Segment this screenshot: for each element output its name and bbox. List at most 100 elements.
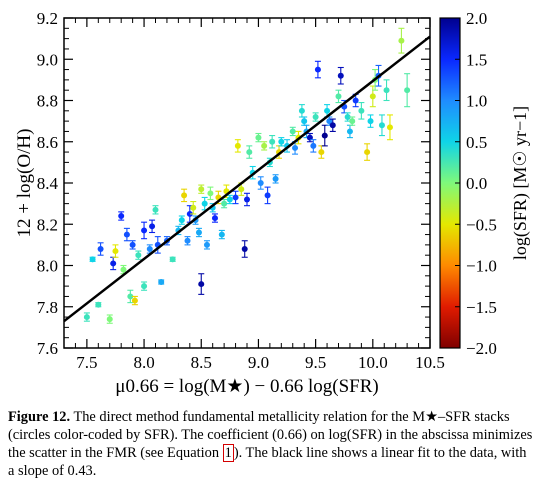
x-tick-label: 7.5 [76, 353, 97, 372]
data-point [232, 194, 239, 201]
data-point [398, 37, 405, 44]
data-point [324, 107, 331, 114]
data-point [312, 114, 319, 120]
data-point [131, 297, 138, 304]
y-tick-label: 8.0 [37, 257, 58, 276]
data-point [378, 122, 385, 129]
colorbar: 2.0 1.5 1.0 0.5 0.0 −0.5 −1.0 −1.5 −2.0 log(SFR) … [439, 9, 531, 358]
colorbar-tick-label: 1.0 [466, 92, 487, 111]
data-point [207, 190, 214, 197]
data-point [310, 142, 317, 149]
colorbar-tick-label: 2.0 [466, 9, 487, 28]
data-point [201, 200, 208, 207]
data-point [198, 186, 205, 193]
data-point [383, 87, 390, 94]
data-point [326, 118, 333, 125]
data-point [367, 118, 374, 125]
caption-label: Figure 12. [8, 409, 71, 425]
data-point [123, 231, 130, 238]
colorbar-tick-label: −1.5 [466, 298, 497, 317]
colorbar-tick-label: 0.0 [466, 174, 487, 193]
x-tick-label: 8.5 [191, 353, 212, 372]
data-point [149, 223, 156, 230]
data-point [329, 122, 336, 129]
data-point [110, 260, 117, 267]
x-tick-label: 8.0 [133, 353, 154, 372]
data-point [120, 266, 127, 273]
data-point [106, 316, 113, 323]
data-point [97, 246, 104, 252]
data-point [184, 237, 191, 244]
data-point [244, 196, 250, 203]
data-point [255, 134, 262, 141]
colorbar-tick-label: −1.0 [466, 257, 497, 276]
x-tick-label: 9.0 [248, 353, 269, 372]
data-point [301, 118, 308, 125]
data-point [95, 301, 102, 308]
data-point [337, 72, 344, 79]
data-point [318, 149, 325, 156]
data-point [261, 142, 268, 149]
data-point [190, 204, 197, 211]
data-point [198, 281, 205, 288]
data-point [289, 128, 296, 135]
data-point [83, 314, 90, 321]
y-tick-label: 8.4 [37, 174, 59, 193]
data-point [203, 241, 210, 248]
y-tick-label: 8.8 [37, 92, 58, 111]
y-tick-label: 7.8 [37, 298, 58, 317]
data-point [257, 180, 264, 186]
data-point [369, 93, 376, 100]
data-point [169, 256, 176, 263]
data-point [195, 229, 202, 236]
data-point [272, 175, 279, 182]
data-point [141, 283, 148, 290]
data-point [364, 149, 371, 156]
data-point [346, 128, 353, 135]
data-point [352, 97, 359, 104]
figure-caption: Figure 12. The direct method fundamental… [8, 408, 534, 480]
data-point [234, 142, 241, 149]
data-point [211, 215, 218, 222]
x-tick-label: 9.5 [305, 353, 326, 372]
data-point [314, 66, 321, 73]
data-point [186, 210, 193, 217]
data-point [158, 279, 165, 285]
y-axis-label: 12 + log(O/H) [14, 129, 35, 238]
colorbar-tick-label: −0.5 [466, 215, 497, 234]
data-point [218, 231, 225, 238]
data-point [135, 252, 142, 259]
data-point [89, 256, 96, 263]
data-point [349, 118, 356, 125]
data-point [238, 186, 245, 193]
data-point [146, 246, 153, 252]
data-point [241, 246, 248, 252]
y-tick-label: 9.0 [37, 50, 58, 69]
data-point [226, 196, 233, 203]
x-tick-label: 10.0 [358, 353, 388, 372]
data-point [321, 132, 328, 139]
y-tick-label: 7.6 [37, 339, 58, 358]
colorbar-label: log(SFR) [M☉ yr−1] [510, 106, 531, 260]
data-point [112, 248, 119, 255]
x-tick-label: 10.5 [415, 353, 445, 372]
data-point [127, 293, 134, 300]
colorbar-tick-label: −2.0 [466, 339, 497, 358]
data-point [264, 192, 271, 199]
y-tick-label: 8.2 [37, 215, 58, 234]
data-point [278, 138, 285, 145]
data-point [246, 149, 253, 156]
data-point [386, 124, 393, 131]
caption-text-part2: ). The black line shows a linear fit to … [8, 445, 527, 479]
data-point [344, 114, 351, 120]
data-point [335, 93, 342, 100]
y-tick-label: 8.6 [37, 133, 58, 152]
data-point [152, 206, 159, 213]
plot-frame [63, 17, 431, 349]
data-point [178, 217, 185, 224]
data-point [181, 192, 188, 199]
equation-reference-link[interactable]: 1 [222, 444, 234, 462]
data-point [269, 138, 276, 145]
caption-text-part1: The direct method fundamental metallicit… [8, 409, 533, 461]
data-point [306, 134, 313, 141]
